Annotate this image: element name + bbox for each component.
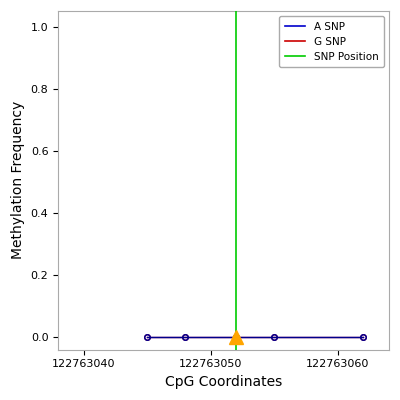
Legend: A SNP, G SNP, SNP Position: A SNP, G SNP, SNP Position xyxy=(279,16,384,67)
Y-axis label: Methylation Frequency: Methylation Frequency xyxy=(11,101,25,260)
X-axis label: CpG Coordinates: CpG Coordinates xyxy=(165,375,282,389)
